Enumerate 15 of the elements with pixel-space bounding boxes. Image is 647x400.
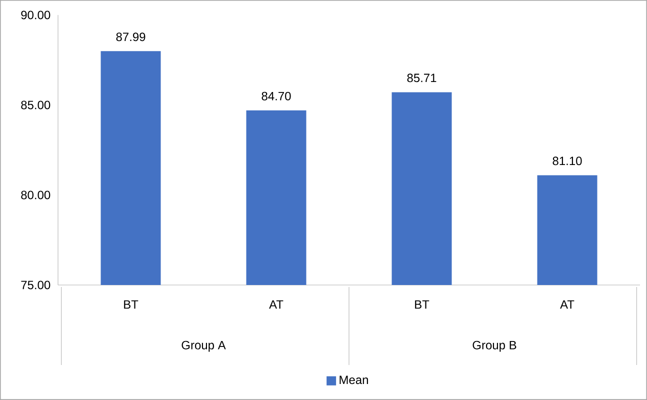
x-tick-label: BT [124, 300, 138, 309]
text: Group B [472, 340, 516, 352]
text: Group A [182, 340, 226, 352]
y-tick-label: 90.00 [21, 10, 50, 20]
x-tick-label: BT [415, 300, 430, 309]
data-label: 84.70 [262, 92, 291, 100]
legend-label: Mean [340, 376, 368, 384]
y-tick-label: 80.00 [21, 190, 50, 200]
data-label: 85.71 [407, 74, 436, 82]
x-tick-label: AT [269, 300, 284, 309]
y-tick-label: 85.00 [21, 100, 50, 110]
y-tick-label: 75.00 [21, 280, 50, 290]
data-label: 87.99 [116, 32, 146, 42]
data-label: 81.10 [552, 156, 582, 166]
x-tick-label: AT [560, 300, 574, 309]
